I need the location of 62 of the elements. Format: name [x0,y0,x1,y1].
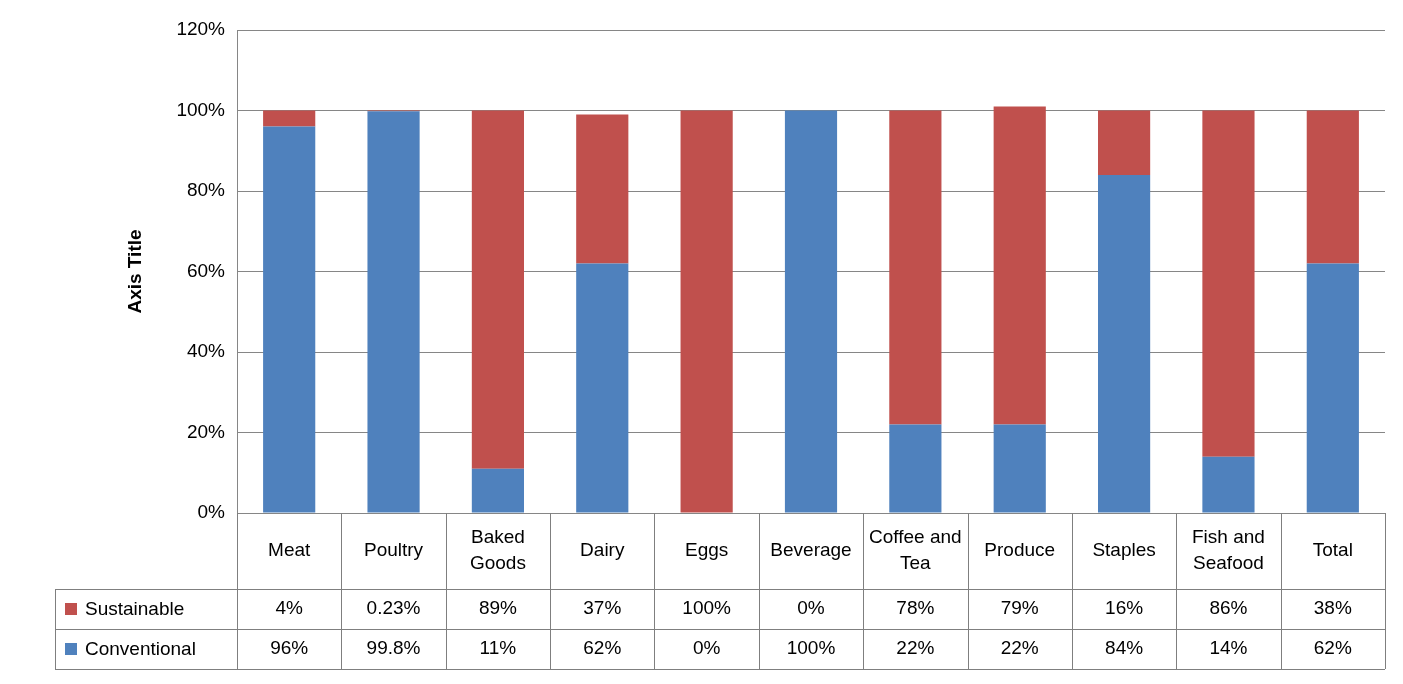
data-label: 100% [786,637,836,659]
bar [993,106,1046,425]
x-tick-label: Eggs [684,539,729,561]
bar [263,110,316,127]
data-label: 78% [896,597,935,619]
bar [680,110,733,513]
bar [1098,174,1151,513]
data-label: 79% [1000,597,1039,619]
y-tick-label: 120% [176,18,226,40]
data-label: 14% [1209,637,1248,659]
y-tick-label: 100% [176,98,226,120]
x-tick-label: Poultry [363,539,424,561]
data-label: 38% [1313,597,1352,619]
y-tick-label: 20% [186,420,226,442]
data-label: 22% [1000,637,1039,659]
data-label: 62% [583,637,622,659]
data-label: 0% [797,597,825,619]
x-tick-label: Total [1312,539,1353,561]
legend-label: Conventional [85,638,196,660]
bar [1306,110,1359,264]
x-tick-label: Baked Goods [469,526,526,574]
data-label: 0% [692,637,721,659]
y-tick-label: 60% [186,259,226,281]
data-label: 16% [1105,597,1144,619]
bar [576,114,629,264]
x-tick-label: Staples [1092,539,1156,561]
bar [784,110,838,513]
legend-label: Sustainable [85,598,185,620]
y-tick-label: 80% [186,179,226,201]
bar [367,111,420,513]
data-label: 89% [478,597,518,619]
y-tick-label: 0% [197,501,226,523]
bar [263,126,316,513]
bar [1202,456,1255,513]
bar [993,424,1046,513]
data-label: 84% [1105,637,1144,659]
y-tick-label: 40% [186,340,226,362]
data-label: 37% [583,597,622,619]
bar [1306,263,1359,513]
bar [889,424,942,513]
data-label: 96% [270,637,309,659]
bar [1098,110,1151,175]
x-tick-label: Beverage [770,539,852,561]
data-label: 11% [479,637,517,659]
data-label: 99.8% [366,637,421,659]
data-label: 86% [1209,597,1248,619]
x-tick-label: Dairy [580,539,625,561]
bar [471,468,524,513]
x-tick-label: Produce [984,539,1056,561]
bar [471,110,524,469]
bar [889,110,942,425]
bar [576,263,629,513]
data-label: 22% [896,637,935,659]
bar [1202,110,1255,457]
y-axis-title: Axis Title [123,229,145,314]
data-label: 4% [275,597,304,619]
data-label: 100% [682,597,732,619]
x-tick-label: Coffee and Tea [869,526,962,574]
x-tick-label: Meat [268,539,312,561]
data-label: 0.23% [366,597,421,619]
data-label: 62% [1313,637,1352,659]
x-tick-label: Fish and Seafood [1192,526,1265,574]
